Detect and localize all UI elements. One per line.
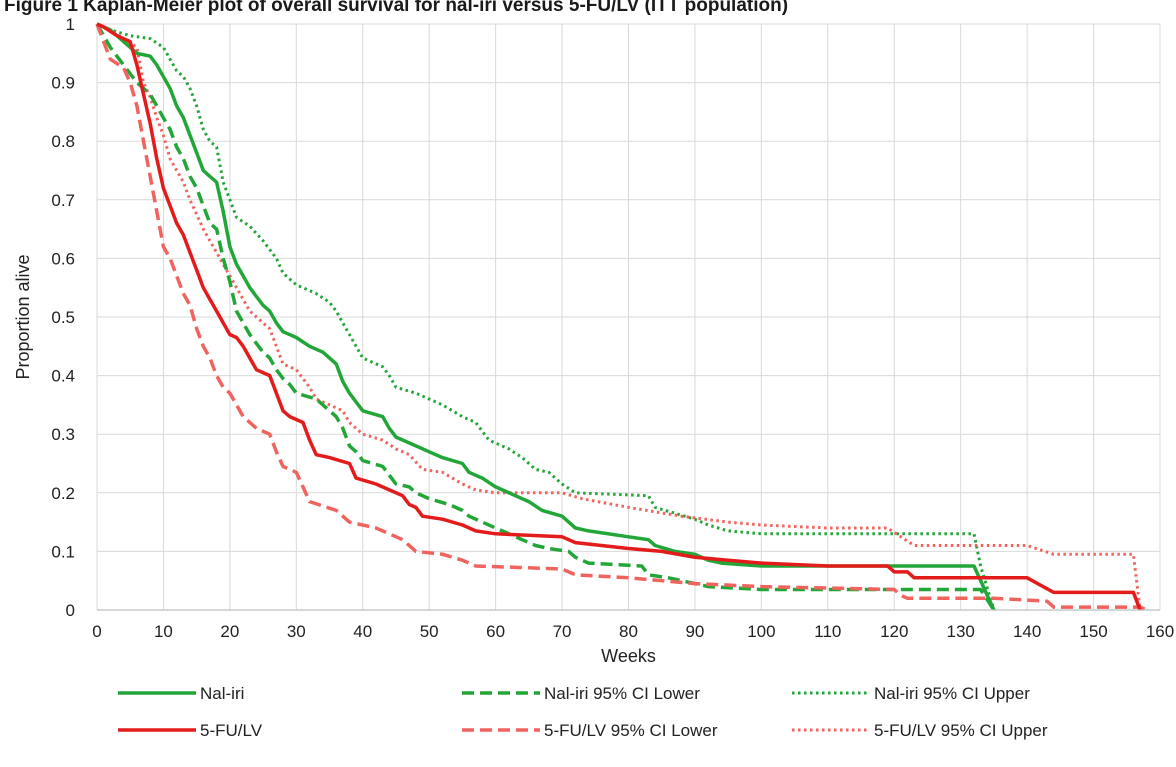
series-line-5-fu-lv-95-ci-upper xyxy=(96,22,1142,611)
legend: Nal-iri 5-FU/LV Nal-iri 95% CI Lower 5-FU/L… xyxy=(118,684,1048,740)
x-tick-label: 60 xyxy=(486,622,505,641)
legend-item: 5-FU/LV xyxy=(118,721,263,740)
y-tick-label: 0.8 xyxy=(51,132,75,151)
x-axis-title: Weeks xyxy=(601,646,656,666)
x-tick-label: 80 xyxy=(619,622,638,641)
series-line-nal-iri-95-ci-lower xyxy=(95,23,996,611)
grid xyxy=(96,23,1161,611)
legend-label: Nal-iri 95% CI Upper xyxy=(874,684,1030,703)
series-line-5-fu-lv xyxy=(96,22,1142,611)
x-tick-label: 70 xyxy=(553,622,572,641)
y-tick-label: 0.6 xyxy=(51,249,75,268)
x-tick-label: 90 xyxy=(685,622,704,641)
x-tick-label: 40 xyxy=(353,622,372,641)
plot-series xyxy=(95,22,1148,612)
x-tick-label: 130 xyxy=(947,622,975,641)
legend-item: Nal-iri xyxy=(118,684,244,703)
legend-label: 5-FU/LV 95% CI Lower xyxy=(544,721,718,740)
x-tick-label: 10 xyxy=(154,622,173,641)
x-tick-label: 50 xyxy=(420,622,439,641)
x-tick-label: 110 xyxy=(814,622,841,641)
legend-label: 5-FU/LV 95% CI Upper xyxy=(874,721,1048,740)
x-tick-label: 20 xyxy=(220,622,239,641)
axes: 0 10 20 30 40 50 60 70 80 90 100 110 120 130 140 150 160… xyxy=(13,15,1174,666)
chart-title: Figure 1 Kaplan-Meier plot of overall su… xyxy=(4,0,789,16)
x-tick-label: 100 xyxy=(747,622,775,641)
legend-item: 5-FU/LV 95% CI Lower xyxy=(462,721,718,740)
y-tick-label: 0 xyxy=(66,601,75,620)
y-tick-label: 0.4 xyxy=(51,367,75,386)
y-tick-label: 0.5 xyxy=(51,308,75,327)
y-tick-label: 0.7 xyxy=(51,191,75,210)
y-tick-label: 0.1 xyxy=(51,542,75,561)
x-tick-label: 160 xyxy=(1146,622,1174,641)
y-tick-label: 0.2 xyxy=(51,484,75,503)
series-line-nal-iri xyxy=(96,22,996,611)
legend-label: 5-FU/LV xyxy=(200,721,263,740)
x-tick-label: 120 xyxy=(880,622,908,641)
x-tick-label: 0 xyxy=(92,622,101,641)
y-tick-label: 0.9 xyxy=(51,74,75,93)
legend-label: Nal-iri xyxy=(200,684,244,703)
y-tick-label: 0.3 xyxy=(51,425,75,444)
legend-item: Nal-iri 95% CI Upper xyxy=(792,684,1030,703)
x-tick-label: 140 xyxy=(1013,622,1041,641)
y-tick-label: 1 xyxy=(66,15,75,34)
y-axis-title: Proportion alive xyxy=(13,254,33,379)
x-tick-label: 30 xyxy=(287,622,306,641)
series-line-nal-iri-95-ci-upper xyxy=(96,22,996,611)
legend-item: 5-FU/LV 95% CI Upper xyxy=(792,721,1048,740)
series-line-5-fu-lv-95-ci-lower xyxy=(95,23,1148,612)
legend-item: Nal-iri 95% CI Lower xyxy=(462,684,700,703)
x-tick-label: 150 xyxy=(1079,622,1107,641)
legend-label: Nal-iri 95% CI Lower xyxy=(544,684,700,703)
